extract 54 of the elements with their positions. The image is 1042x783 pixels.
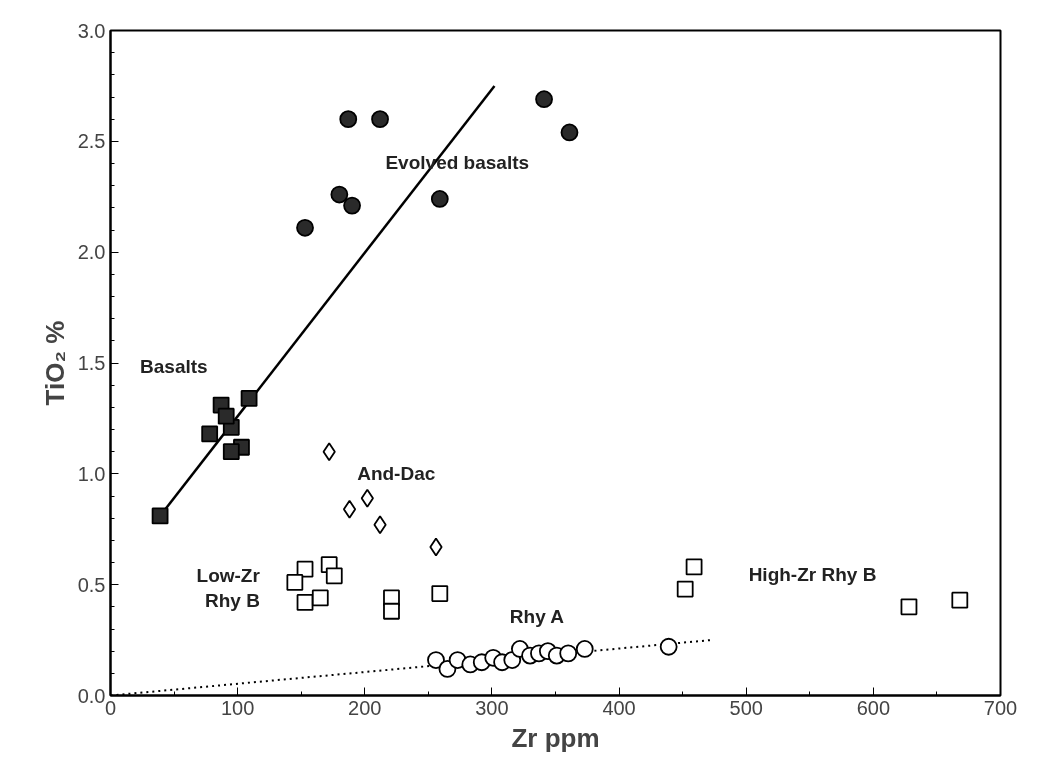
y-tick-label: 2.0 <box>77 241 106 264</box>
point <box>342 499 357 519</box>
series-label: High-Zr Rhy B <box>748 564 877 586</box>
x-tick-label: 300 <box>475 696 509 719</box>
point <box>360 488 374 508</box>
point <box>383 602 400 620</box>
point <box>430 190 449 208</box>
point <box>296 594 314 611</box>
x-tick-label: 700 <box>983 696 1018 719</box>
point <box>325 567 343 585</box>
point <box>431 585 449 602</box>
point <box>222 443 240 461</box>
x-tick-label: 400 <box>602 696 636 719</box>
point <box>951 591 969 609</box>
point <box>659 637 678 656</box>
point <box>559 644 578 663</box>
point <box>429 537 443 557</box>
x-tick-label: 200 <box>348 696 382 719</box>
x-tick-label: 600 <box>856 696 891 719</box>
y-tick-label: 2.5 <box>77 130 106 153</box>
point <box>676 580 694 598</box>
point <box>560 123 579 142</box>
series-label: Rhy A <box>509 606 565 628</box>
point <box>371 110 389 129</box>
point <box>427 651 445 669</box>
series-label: Low-Zr Rhy B <box>196 564 261 612</box>
point <box>240 390 258 407</box>
point <box>373 515 387 535</box>
y-tick-label: 3.0 <box>77 19 106 42</box>
y-tick-label: 1.0 <box>77 462 106 485</box>
point <box>685 558 703 576</box>
point <box>900 598 918 616</box>
point <box>151 507 169 525</box>
x-tick-label: 0 <box>104 696 117 719</box>
x-tick-label: 500 <box>729 696 763 719</box>
point <box>343 196 361 215</box>
series-label: And-Dac <box>357 463 436 485</box>
point <box>339 110 358 129</box>
x-tick-label: 100 <box>220 696 255 719</box>
x-axis-title: Zr ppm <box>511 722 600 753</box>
y-tick-label: 0.0 <box>77 684 106 707</box>
point <box>322 442 336 462</box>
point <box>296 218 314 237</box>
point <box>286 574 304 591</box>
series-label: Basalts <box>140 355 208 377</box>
y-axis-title: TiO₂ % <box>39 320 70 406</box>
point <box>311 589 329 607</box>
point <box>201 425 219 443</box>
point <box>217 407 235 425</box>
y-tick-label: 0.5 <box>77 573 106 596</box>
point <box>535 90 553 109</box>
point <box>330 185 349 204</box>
y-tick-label: 1.5 <box>77 352 106 374</box>
point <box>575 640 594 658</box>
